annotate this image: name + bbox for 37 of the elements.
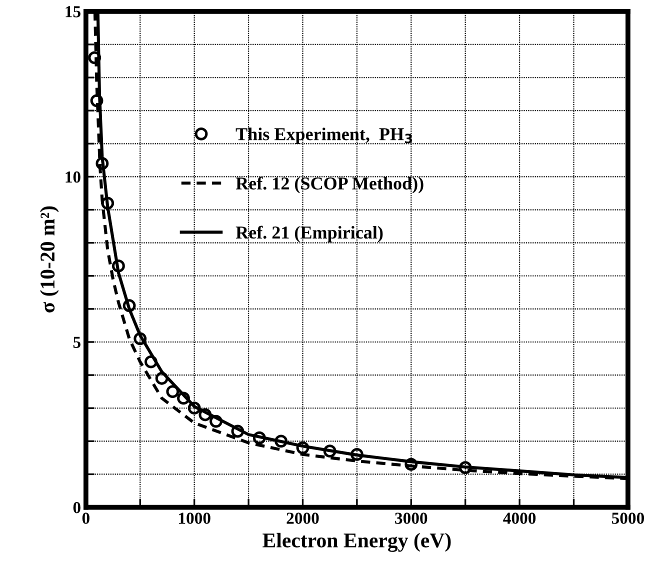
legend-label: This Experiment, PH$_{3}$ (236, 128, 412, 144)
x-tick-label: 0 (82, 512, 90, 524)
y-tick-label: 15 (66, 6, 80, 18)
point (198, 408, 212, 422)
x-axis-title: Electron Energy (eV) (262, 532, 451, 552)
point (274, 434, 288, 448)
legend-label: Ref. 12 (SCOP Method)) (236, 176, 424, 194)
point (188, 402, 201, 415)
x-tick-label: 3000 (395, 512, 428, 524)
x-tick-label: 1000 (179, 512, 210, 524)
point (166, 385, 180, 398)
point (458, 461, 472, 474)
point (350, 448, 364, 461)
legend-label: Ref. 21 (Empirical) (236, 226, 383, 242)
y-tick-label: 10 (66, 171, 80, 183)
point (112, 260, 125, 272)
x-tick-label: 5000 (612, 512, 644, 524)
point (404, 458, 418, 471)
y-axis-title: σ (10-20 m²) (40, 206, 59, 312)
point (144, 355, 158, 368)
x-tick-label: 2000 (286, 512, 319, 524)
y-tick-label: 5 (73, 336, 80, 348)
point (101, 196, 114, 210)
x-tick-label: 4000 (503, 512, 536, 524)
point (96, 157, 109, 170)
point (177, 392, 190, 405)
point (252, 431, 266, 444)
point (231, 424, 244, 438)
point (88, 51, 102, 64)
point (134, 332, 147, 346)
point (323, 444, 336, 458)
point (155, 372, 168, 385)
point (210, 414, 222, 428)
point (90, 94, 104, 108)
point (122, 299, 136, 312)
y-tick-label: 0 (73, 502, 80, 514)
point (296, 441, 310, 454)
